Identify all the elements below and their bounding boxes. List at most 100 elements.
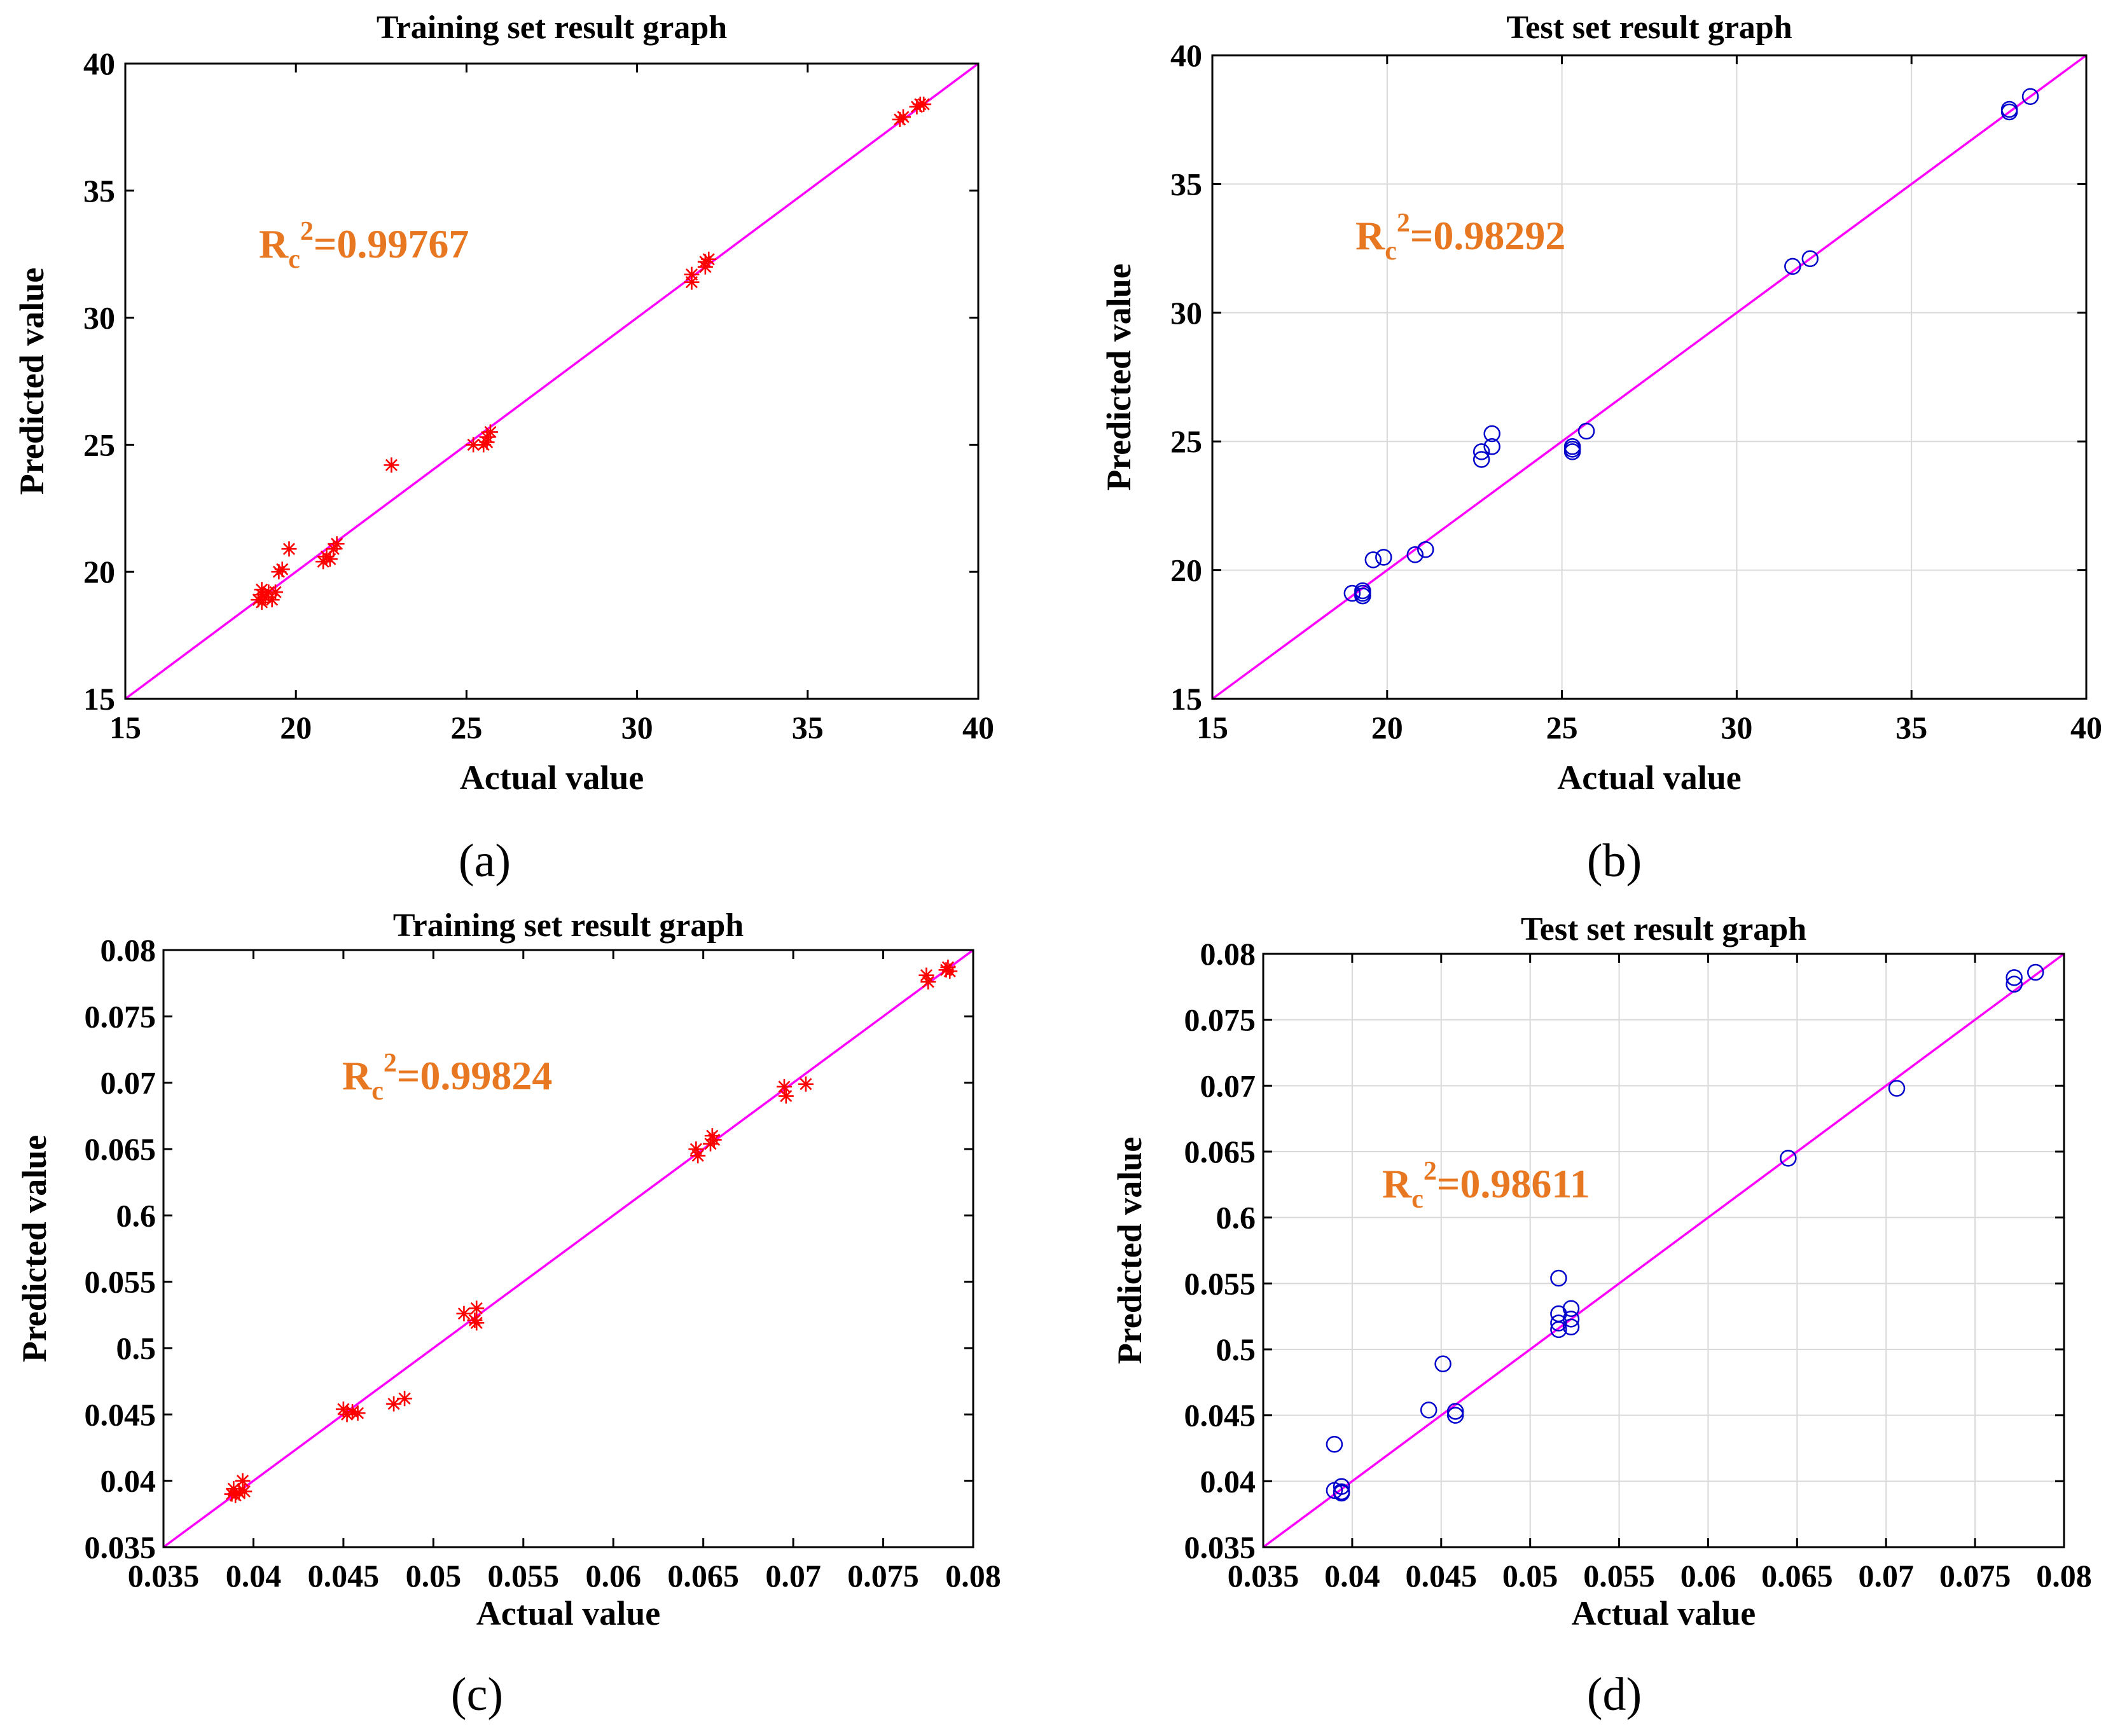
x-tick-label: 15 [1196, 710, 1228, 745]
y-tick-label: 0.055 [1184, 1265, 1256, 1301]
data-point-star [254, 595, 270, 610]
r2-superscript: 2 [1424, 1157, 1437, 1186]
r2-subscript: c [1385, 237, 1397, 266]
x-tick-label: 0.035 [1228, 1558, 1299, 1594]
r2-prefix: R [1382, 1161, 1412, 1206]
plot-frame [162, 949, 974, 1548]
data-point-star [397, 1391, 413, 1407]
plot-frame [124, 62, 980, 700]
x-tick-label: 0.06 [1680, 1558, 1736, 1594]
data-point-circle [2027, 963, 2044, 981]
data-point-star [479, 434, 495, 450]
y-tick-label: 0.08 [1200, 936, 1256, 972]
r2-superscript: 2 [384, 1049, 397, 1078]
x-tick-label: 0.035 [128, 1558, 200, 1594]
x-tick-label: 0.05 [406, 1558, 462, 1594]
data-point-star [469, 1315, 485, 1331]
data-point-star [466, 437, 482, 453]
r2-value: =0.98611 [1437, 1161, 1590, 1206]
r2-value: =0.98292 [1410, 213, 1565, 258]
y-tick-label: 0.04 [100, 1463, 156, 1499]
plot-frame [1262, 953, 2065, 1548]
chart-title: Test set result graph [1506, 10, 1792, 46]
data-point-circle [1577, 422, 1595, 440]
y-tick-label: 30 [83, 300, 115, 336]
data-point-star [918, 967, 934, 983]
data-point-star [776, 1078, 792, 1094]
data-point-star [226, 1481, 242, 1497]
x-tick-label: 25 [450, 710, 482, 745]
r2-prefix: R [259, 221, 289, 266]
y-axis-label: Predicted value [1111, 1137, 1149, 1364]
data-point-star [345, 1404, 361, 1420]
data-point-circle [1550, 1321, 1567, 1339]
data-point-circle [2006, 969, 2023, 986]
data-point-circle [1417, 541, 1434, 558]
r2-prefix: R [342, 1053, 372, 1098]
data-point-star [684, 266, 700, 282]
x-tick-label: 0.055 [488, 1558, 560, 1594]
y-tick-label: 0.07 [100, 1065, 156, 1101]
data-point-star [482, 424, 498, 440]
y-tick-label: 0.045 [85, 1396, 156, 1432]
data-point-circle [1333, 1483, 1350, 1501]
r2-superscript: 2 [1397, 209, 1410, 238]
y-tick-label: 15 [83, 681, 115, 717]
x-tick-label: 20 [1371, 710, 1403, 745]
data-point-circle [2021, 88, 2039, 106]
y-tick-label: 15 [1170, 681, 1202, 717]
data-point-circle [1780, 1150, 1797, 1167]
y-axis-label: Predicted value [1100, 263, 1138, 490]
x-axis-label: Actual value [460, 759, 644, 797]
data-point-circle [1801, 250, 1819, 268]
y-tick-label: 40 [1170, 38, 1202, 73]
y-tick-label: 0.075 [1184, 1002, 1256, 1038]
data-point-circle [1562, 1311, 1580, 1328]
fit-line [162, 949, 974, 1548]
data-point-circle [1446, 1403, 1464, 1420]
y-tick-label: 0.08 [100, 932, 156, 968]
x-tick-label: 20 [280, 710, 312, 745]
y-tick-label: 0.075 [85, 998, 156, 1034]
data-point-circle [1420, 1402, 1438, 1419]
fit-line [124, 62, 980, 700]
y-tick-label: 25 [83, 427, 115, 462]
x-tick-label: 0.06 [585, 1558, 641, 1594]
r2-annotation: Rc2=0.98292 [1355, 209, 1565, 266]
x-tick-label: 25 [1546, 710, 1578, 745]
data-point-star [690, 1148, 706, 1164]
y-tick-label: 0.07 [1200, 1068, 1256, 1103]
panel-b: 15 20 25 30 35 40 15 20 25 30 35 40 Test set result… [1100, 10, 2102, 887]
chart-title: Test set result graph [1521, 911, 1806, 947]
data-point-circle [1483, 438, 1500, 455]
data-point-star [235, 1473, 251, 1489]
data-point-circle [2000, 100, 2018, 118]
r2-value: =0.99767 [314, 221, 469, 266]
data-point-star [224, 1486, 240, 1502]
y-tick-label: 0.5 [116, 1330, 156, 1366]
y-tick-label: 30 [1170, 295, 1202, 331]
chart-title: Training set result graph [393, 907, 744, 944]
x-tick-label: 40 [962, 710, 994, 745]
panel-c: 0.035 0.04 0.045 0.05 0.055 0.06 0.065 0.07 0.07… [15, 907, 1001, 1721]
data-point-star [895, 109, 911, 125]
y-tick-label: 20 [83, 554, 115, 589]
data-point-star [920, 974, 936, 990]
y-tick-label: 0.04 [1200, 1463, 1256, 1499]
data-point-star [469, 1300, 485, 1316]
r2-value: =0.99824 [397, 1053, 552, 1098]
x-tick-label: 0.075 [1939, 1558, 2011, 1594]
data-point-star [940, 960, 956, 975]
data-point-circle [1563, 438, 1581, 455]
y-tick-label: 0.6 [116, 1197, 156, 1233]
r2-subscript: c [371, 1077, 384, 1106]
panel-d: 0.035 0.04 0.045 0.05 0.055 0.06 0.065 0.07 0.07… [1111, 911, 2092, 1721]
x-tick-label: 0.05 [1502, 1558, 1558, 1594]
fit-line [1262, 953, 2065, 1548]
x-tick-label: 0.04 [226, 1558, 282, 1594]
data-point-star [942, 963, 958, 979]
data-point-star [916, 96, 932, 112]
data-point-star [322, 551, 338, 567]
data-point-star [688, 1141, 704, 1157]
x-tick-label: 0.065 [667, 1558, 739, 1594]
